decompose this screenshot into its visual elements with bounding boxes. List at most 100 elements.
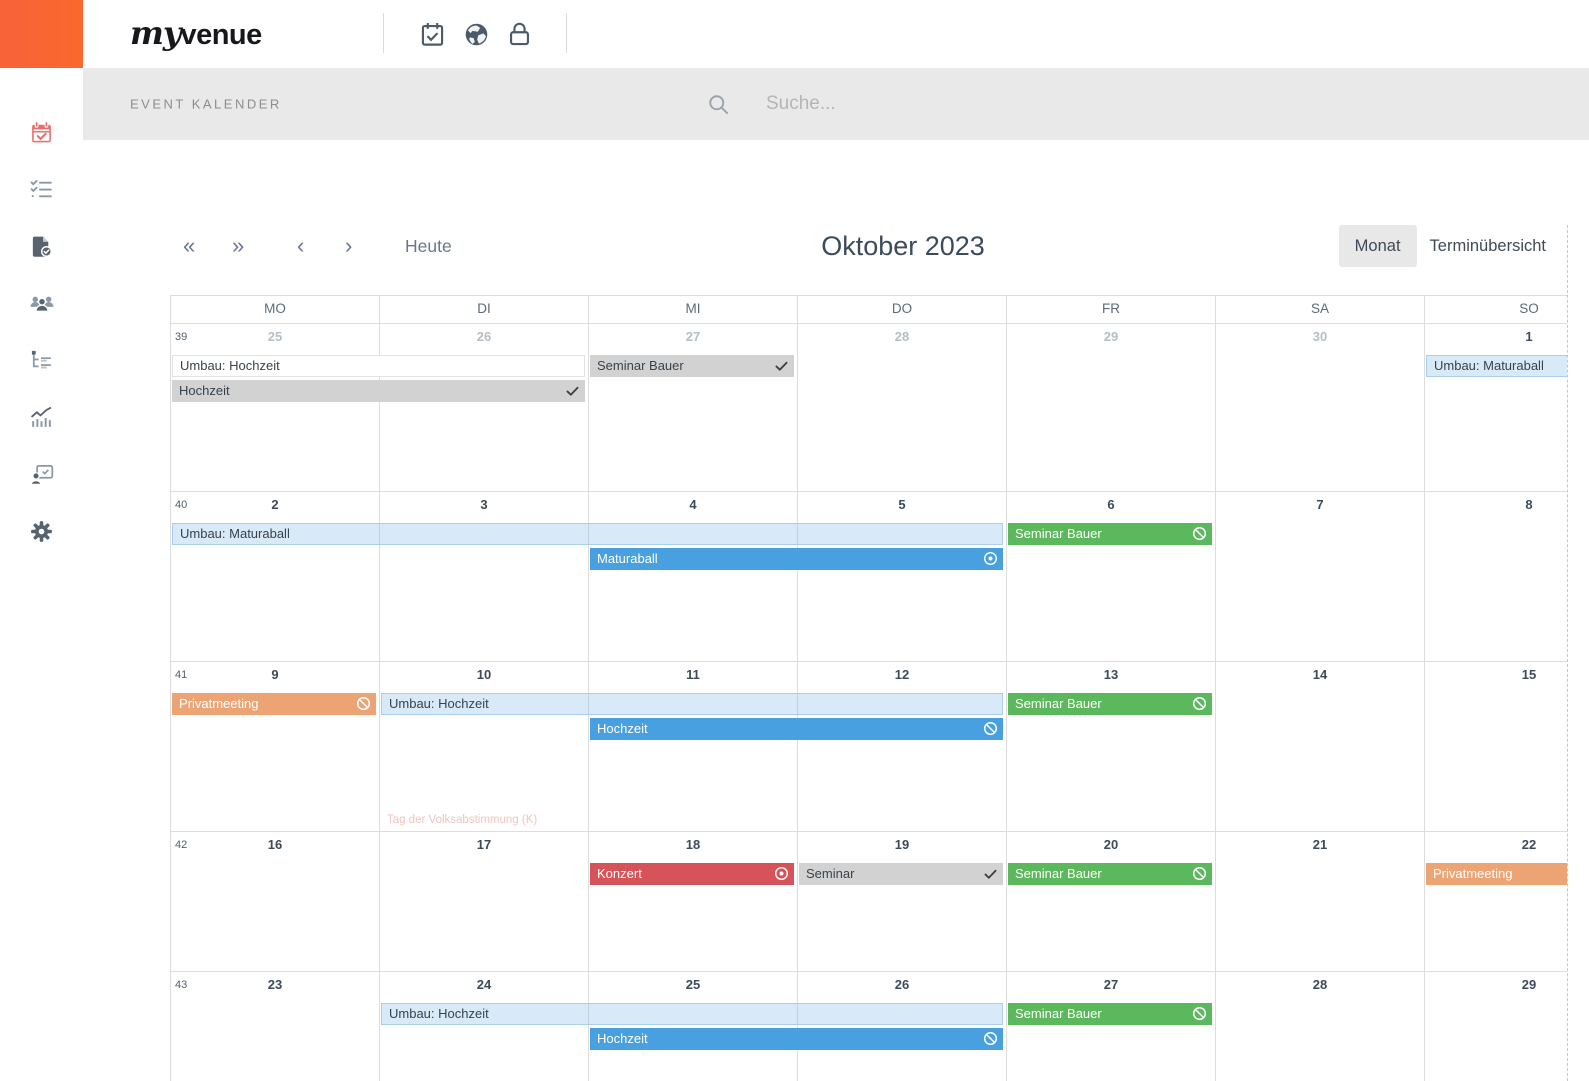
topbar-globe-button[interactable] xyxy=(463,21,490,48)
prev-year-button[interactable]: « xyxy=(183,225,195,267)
search-icon xyxy=(707,93,730,116)
day-cell-12[interactable]: 12 xyxy=(797,662,1006,831)
day-cell-10[interactable]: 10 xyxy=(379,662,588,831)
prev-month-button[interactable]: ‹ xyxy=(297,225,304,267)
day-cell-22[interactable]: 22 xyxy=(1424,832,1567,971)
week-number: 40 xyxy=(175,499,188,511)
ban-icon xyxy=(1192,526,1207,541)
event-chip[interactable]: Privatmeeting xyxy=(1426,863,1567,885)
day-cell-7[interactable]: 7 xyxy=(1215,492,1424,661)
day-cell-14[interactable]: 14 xyxy=(1215,662,1424,831)
day-cell-3[interactable]: 3 xyxy=(379,492,588,661)
sidebar-item-calendar[interactable] xyxy=(0,105,83,162)
day-cell-25[interactable]: 25 xyxy=(588,972,797,1081)
event-chip[interactable]: Seminar Bauer xyxy=(1008,693,1212,715)
day-cell-29[interactable]: 29 xyxy=(1006,324,1215,491)
event-chip[interactable]: Seminar Bauer xyxy=(590,355,794,377)
week-row: 41 9 10 11 12 13 14 15 Privatmeeting Umbau: Hochz… xyxy=(170,662,1567,832)
today-button[interactable]: Heute xyxy=(405,225,452,267)
date-label: 30 xyxy=(1312,329,1328,344)
event-chip[interactable]: Maturaball xyxy=(590,548,1003,570)
day-cell-30[interactable]: 30 xyxy=(1215,324,1424,491)
event-title: Seminar Bauer xyxy=(597,358,684,373)
day-cell-26[interactable]: 26 xyxy=(797,972,1006,1081)
event-chip[interactable]: Umbau: Maturaball xyxy=(1426,355,1567,377)
week-row: 42 16 17 18 19 20 21 22 Konzert Seminar Seminar Ba… xyxy=(170,832,1567,972)
event-chip[interactable]: Umbau: Hochzeit xyxy=(172,355,585,377)
app-logo[interactable]: myvenue xyxy=(130,14,262,52)
sidebar-nav xyxy=(0,105,83,561)
day-cell-1[interactable]: 1 xyxy=(1424,324,1567,491)
date-label: 26 xyxy=(476,329,492,344)
date-label: 21 xyxy=(1312,837,1328,852)
calendar-check-icon xyxy=(419,22,446,51)
presenter-icon xyxy=(29,461,55,490)
date-label: 23 xyxy=(267,977,283,992)
topbar-lock-button[interactable] xyxy=(507,21,532,48)
day-cell-19[interactable]: 19 xyxy=(797,832,1006,971)
day-cell-24[interactable]: 24 xyxy=(379,972,588,1081)
day-cell-28[interactable]: 28 xyxy=(797,324,1006,491)
day-cell-15[interactable]: 15 xyxy=(1424,662,1567,831)
day-cell-28[interactable]: 28 xyxy=(1215,972,1424,1081)
day-cell-8[interactable]: 8 xyxy=(1424,492,1567,661)
day-cell-9[interactable]: 9 xyxy=(170,662,379,831)
event-chip[interactable]: Hochzeit xyxy=(590,1028,1003,1050)
event-chip[interactable]: Umbau: Hochzeit xyxy=(381,693,1003,715)
day-cell-11[interactable]: 11 xyxy=(588,662,797,831)
date-label: 29 xyxy=(1103,329,1119,344)
day-header-mo: MO xyxy=(170,296,379,323)
day-cell-16[interactable]: 16 xyxy=(170,832,379,971)
event-chip[interactable]: Seminar xyxy=(799,863,1003,885)
day-cell-18[interactable]: 18 xyxy=(588,832,797,971)
event-chip[interactable]: Seminar Bauer xyxy=(1008,523,1212,545)
event-chip[interactable]: Privatmeeting xyxy=(172,693,376,715)
day-cell-25[interactable]: 25 xyxy=(170,324,379,491)
day-cell-27[interactable]: 27 xyxy=(588,324,797,491)
view-switcher: Monat Terminübersicht xyxy=(1338,225,1559,267)
day-cell-5[interactable]: 5 xyxy=(797,492,1006,661)
sidebar-item-statistics[interactable] xyxy=(0,390,83,447)
event-title: Umbau: Maturaball xyxy=(180,526,290,541)
event-chip[interactable]: Hochzeit xyxy=(172,380,585,402)
view-overview-button[interactable]: Terminübersicht xyxy=(1417,225,1559,267)
day-cell-17[interactable]: 17 xyxy=(379,832,588,971)
day-cell-26[interactable]: 26 xyxy=(379,324,588,491)
day-cell-20[interactable]: 20 xyxy=(1006,832,1215,971)
day-cell-13[interactable]: 13 xyxy=(1006,662,1215,831)
sidebar-item-settings[interactable] xyxy=(0,504,83,561)
day-cell-29[interactable]: 29 xyxy=(1424,972,1567,1081)
event-chip[interactable]: Konzert xyxy=(590,863,794,885)
sidebar-item-structure[interactable] xyxy=(0,333,83,390)
date-label: 28 xyxy=(894,329,910,344)
topbar-calendar-button[interactable] xyxy=(419,21,446,48)
day-cell-23[interactable]: 23 xyxy=(170,972,379,1081)
sidebar-item-presentations[interactable] xyxy=(0,447,83,504)
event-chip[interactable]: Hochzeit xyxy=(590,718,1003,740)
search xyxy=(707,68,1326,140)
day-cell-6[interactable]: 6 xyxy=(1006,492,1215,661)
event-chip[interactable]: Umbau: Maturaball xyxy=(172,523,1003,545)
sidebar-item-contacts[interactable] xyxy=(0,276,83,333)
date-label: 18 xyxy=(685,837,701,852)
event-chip[interactable]: Umbau: Hochzeit xyxy=(381,1003,1003,1025)
search-input[interactable] xyxy=(766,93,1326,115)
next-month-button[interactable]: › xyxy=(345,225,352,267)
event-chip[interactable]: Seminar Bauer xyxy=(1008,1003,1212,1025)
date-label: 10 xyxy=(476,667,492,682)
day-header-di: DI xyxy=(379,296,588,323)
day-cell-2[interactable]: 2 xyxy=(170,492,379,661)
sidebar-item-tasks[interactable] xyxy=(0,162,83,219)
view-month-button[interactable]: Monat xyxy=(1338,225,1417,267)
eye-icon xyxy=(774,866,789,881)
next-year-button[interactable]: » xyxy=(232,225,244,267)
day-cell-27[interactable]: 27 xyxy=(1006,972,1215,1081)
day-cell-4[interactable]: 4 xyxy=(588,492,797,661)
event-chip[interactable]: Seminar Bauer xyxy=(1008,863,1212,885)
ban-icon xyxy=(356,696,371,711)
day-cell-21[interactable]: 21 xyxy=(1215,832,1424,971)
event-title: Seminar Bauer xyxy=(1015,866,1102,881)
statistics-chart-icon xyxy=(29,405,54,433)
day-header-sa: SA xyxy=(1215,296,1424,323)
sidebar-item-documents[interactable] xyxy=(0,219,83,276)
